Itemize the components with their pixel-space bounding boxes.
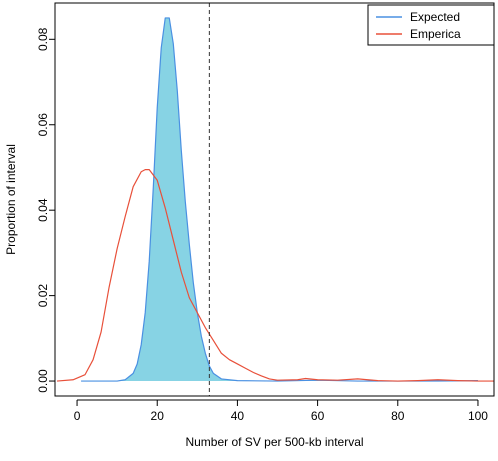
y-tick-label: 0.00	[36, 369, 50, 393]
legend-label-emperica: Emperica	[410, 27, 461, 41]
x-tick-label: 100	[468, 409, 488, 423]
x-tick-label: 60	[311, 409, 325, 423]
x-axis-title: Number of SV per 500-kb interval	[185, 435, 363, 449]
y-axis-title: Proportion of interval	[4, 144, 18, 255]
y-tick-label: 0.04	[36, 198, 50, 222]
y-tick-label: 0.08	[36, 27, 50, 51]
x-tick-label: 80	[391, 409, 405, 423]
x-tick-label: 20	[151, 409, 165, 423]
y-tick-label: 0.02	[36, 284, 50, 308]
legend-label-expected: Expected	[410, 10, 460, 24]
y-tick-label: 0.06	[36, 113, 50, 137]
plot-frame	[54, 2, 495, 397]
series-line-emperica	[56, 169, 494, 382]
x-tick-label: 0	[74, 409, 81, 423]
expected-area-fill	[81, 17, 478, 382]
series-line-expected	[81, 17, 478, 382]
legend-box	[367, 4, 495, 46]
x-tick-label: 40	[231, 409, 245, 423]
